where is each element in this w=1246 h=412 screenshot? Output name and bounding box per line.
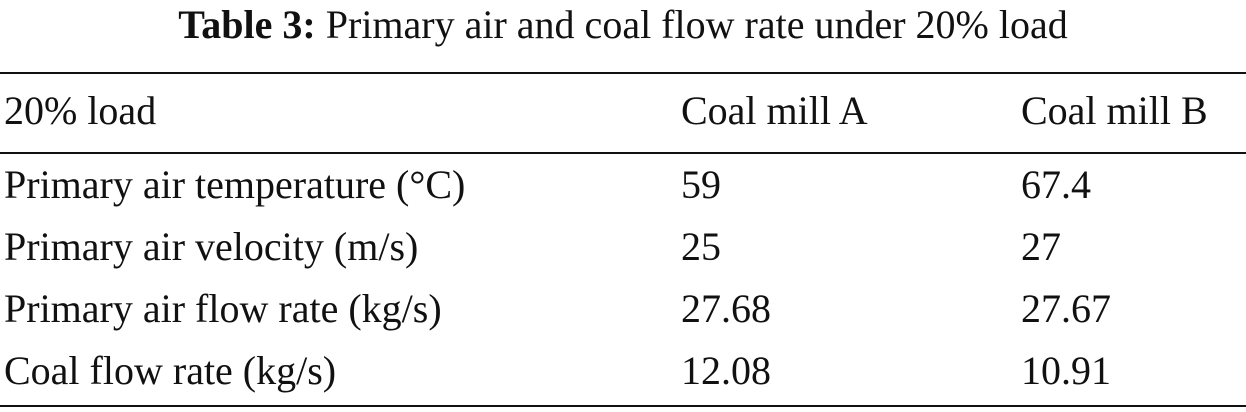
table-header-rule — [0, 152, 1246, 154]
row-label: Primary air flow rate (kg/s) — [4, 286, 442, 331]
cell-coal-mill-a: 12.08 — [681, 348, 771, 393]
cell-coal-mill-a: 27.68 — [681, 286, 771, 331]
table-bottom-rule — [0, 405, 1246, 407]
cell-coal-mill-a: 59 — [681, 162, 721, 207]
header-coal-mill-a: Coal mill A — [681, 88, 868, 133]
row-label: Primary air temperature (°C) — [4, 162, 466, 207]
row-label: Primary air velocity (m/s) — [4, 224, 419, 269]
table-top-rule — [0, 72, 1246, 74]
cell-coal-mill-b: 27 — [1021, 224, 1061, 269]
row-label: Coal flow rate (kg/s) — [4, 348, 337, 393]
header-coal-mill-b: Coal mill B — [1021, 88, 1208, 133]
cell-coal-mill-b: 27.67 — [1021, 286, 1111, 331]
cell-coal-mill-b: 67.4 — [1021, 162, 1091, 207]
table-caption-label: Table 3: — [178, 2, 316, 47]
header-load-condition: 20% load — [4, 88, 157, 133]
table-caption-text: Primary air and coal flow rate under 20%… — [325, 2, 1068, 47]
table-caption: Table 3: Primary air and coal flow rate … — [0, 0, 1246, 50]
cell-coal-mill-b: 10.91 — [1021, 348, 1111, 393]
cell-coal-mill-a: 25 — [681, 224, 721, 269]
